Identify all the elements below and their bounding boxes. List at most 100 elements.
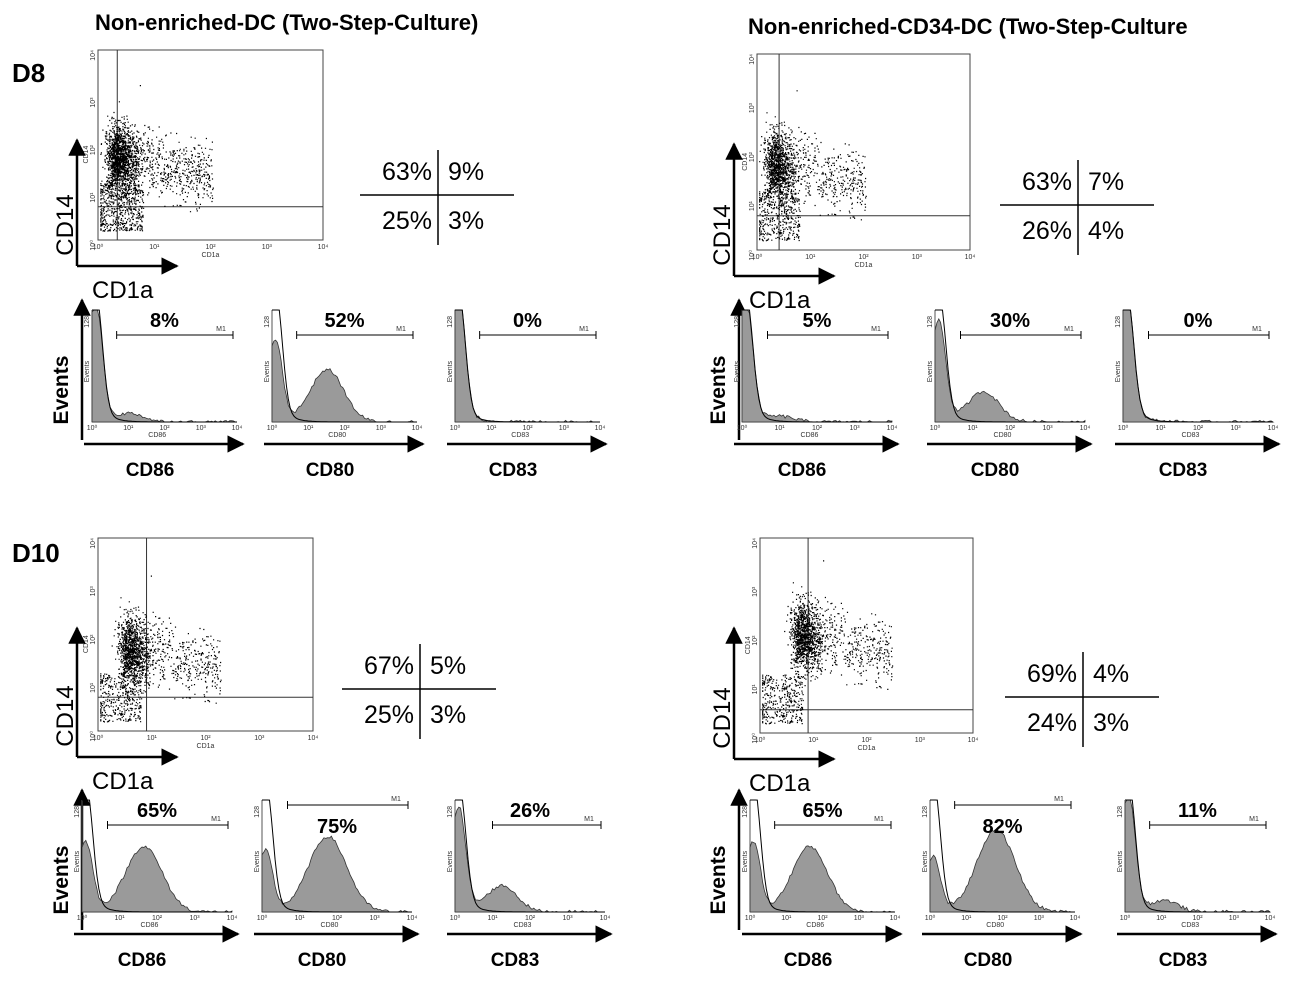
- scatter-points: [759, 90, 867, 242]
- histogram-cd80: 128 Events 10⁰ 10¹ 10² 10³ 10⁴ CD80 M1 82% CD80: [922, 796, 1083, 971]
- histogram-x-tick: 10⁴: [890, 915, 901, 922]
- histogram-isotype-outline: [750, 799, 895, 913]
- scatter-dots: [100, 575, 222, 723]
- scatter-y-tick: 10²: [90, 634, 97, 645]
- quadrant-upper-left: 63%: [382, 158, 432, 186]
- histogram-events-small: Events: [84, 360, 91, 382]
- histogram-x-tick: 10⁴: [600, 915, 611, 922]
- histogram-x-tick: 10⁰: [925, 914, 936, 922]
- scatter-x-axis-label: CD1a: [92, 277, 154, 304]
- histogram-x-tick: 10²: [1193, 425, 1204, 432]
- scatter-points: [762, 560, 894, 725]
- scatter-y-tick: 10⁴: [749, 54, 756, 65]
- histogram-x-tick: 10⁴: [227, 915, 238, 922]
- histogram-x-small-label: CD86: [806, 922, 824, 929]
- histogram-x-tick: 10²: [812, 425, 823, 432]
- histogram-x-tick: 10³: [849, 425, 860, 432]
- histogram-x-tick: 10²: [817, 915, 828, 922]
- histogram-x-tick: 10¹: [774, 425, 785, 432]
- histogram-isotype-outline: [1123, 309, 1273, 423]
- scatter-x-tick: 10¹: [808, 737, 819, 744]
- scatter-y-tick: 10⁴: [752, 538, 759, 549]
- histogram-x-tick: 10³: [1042, 425, 1053, 432]
- scatter-x-tick: 10²: [205, 244, 216, 251]
- scatter-x-tick: 10⁴: [318, 244, 329, 251]
- histogram-x-tick: 10⁴: [1265, 915, 1276, 922]
- histogram-x-tick: 10¹: [967, 425, 978, 432]
- histogram-cd83: 128 Events 10⁰ 10¹ 10² 10³ 10⁴ CD83 M1 0% CD83: [1115, 309, 1281, 481]
- histogram-y-max: 128: [734, 316, 741, 328]
- histogram-isotype-outline: [742, 309, 892, 423]
- quadrant-lower-right: 3%: [430, 701, 466, 729]
- histogram-stained-fill: [749, 841, 896, 913]
- histogram-percent: 52%: [324, 310, 364, 332]
- histogram-isotype-outline: [930, 799, 1075, 913]
- histogram-x-tick: 10¹: [486, 425, 497, 432]
- scatter-y-tick: 10²: [90, 144, 97, 155]
- scatter-y-tick: 10⁰: [748, 250, 756, 261]
- histogram-x-tick: 10³: [369, 915, 380, 922]
- events-axis-label: Events: [707, 846, 730, 915]
- scatter-x-tick: 10⁰: [752, 253, 763, 261]
- histogram-x-tick: 10⁴: [1080, 425, 1091, 432]
- histogram-events-small: Events: [447, 850, 454, 872]
- histogram-events-small: Events: [734, 360, 741, 382]
- histogram-stained-fill: [929, 829, 1075, 913]
- histogram-isotype-outline: [272, 309, 417, 423]
- histogram-x-tick: 10¹: [961, 915, 972, 922]
- histogram-y-max: 128: [927, 316, 934, 328]
- gate-m1-label: M1: [874, 816, 884, 823]
- histogram-percent: 0%: [1184, 310, 1213, 332]
- scatter-x-tick: 10²: [861, 737, 872, 744]
- scatter-x-small-label: CD1a: [202, 252, 220, 259]
- histogram-x-tick: 10⁰: [267, 424, 278, 432]
- day-label-d8: D8: [12, 58, 45, 88]
- scatter-dots: [100, 85, 214, 232]
- scatter-y-axis-label: CD14: [52, 194, 79, 255]
- scatter-y-tick: 10⁰: [751, 733, 759, 744]
- histogram-x-tick: 10³: [189, 915, 200, 922]
- histogram-events-small: Events: [1115, 360, 1122, 382]
- histogram-cd80: 128 Events 10⁰ 10¹ 10² 10³ 10⁴ CD80 M1 75% CD80: [254, 796, 420, 971]
- scatter-x-tick: 10⁰: [93, 243, 104, 251]
- histogram-x-tick: 10²: [1005, 425, 1016, 432]
- quadrant-lower-left: 26%: [1022, 217, 1072, 245]
- scatter-x-tick: 10³: [254, 735, 265, 742]
- scatter-x-axis-label: CD1a: [749, 287, 811, 314]
- gate-m1-label: M1: [211, 816, 221, 823]
- histogram-x-tick: 10³: [1034, 915, 1045, 922]
- histogram-x-tick: 10¹: [303, 425, 314, 432]
- histogram-percent: 8%: [150, 310, 179, 332]
- gate-m1-label: M1: [391, 796, 401, 803]
- quadrant-upper-right: 5%: [430, 652, 466, 680]
- histogram-y-max: 128: [742, 806, 749, 818]
- scatter-y-tick: 10²: [752, 635, 759, 646]
- histogram-y-max: 128: [922, 806, 929, 818]
- scatter-y-tick: 10³: [90, 586, 97, 597]
- histogram-x-tick: 10⁰: [745, 914, 756, 922]
- events-axis-label: Events: [50, 846, 73, 915]
- scatter-x-axis-label: CD1a: [92, 768, 154, 795]
- scatter-x-tick: 10³: [915, 737, 926, 744]
- marker-name: CD86: [778, 460, 827, 481]
- quadrant-lower-left: 25%: [382, 207, 432, 235]
- scatter-x-small-label: CD1a: [855, 262, 873, 269]
- scatter-y-small-label: CD14: [742, 153, 749, 171]
- histogram-x-tick: 10²: [997, 915, 1008, 922]
- histogram-percent: 26%: [510, 800, 550, 822]
- scatter-x-tick: 10⁴: [965, 254, 976, 261]
- histogram-x-small-label: CD83: [514, 922, 532, 929]
- histogram-percent: 0%: [513, 310, 542, 332]
- scatter-dots: [762, 560, 894, 725]
- events-axis-label: Events: [50, 356, 73, 425]
- scatter-frame: [97, 49, 324, 241]
- histogram-isotype-outline: [1125, 799, 1270, 913]
- histogram-y-max: 128: [1117, 806, 1124, 818]
- histogram-cd86: 128 Events 10⁰ 10¹ 10² 10³ 10⁴ CD86 M1 5% CD86: [734, 309, 900, 481]
- marker-name: CD80: [306, 460, 355, 481]
- histogram-x-tick: 10⁴: [412, 425, 423, 432]
- histogram-x-tick: 10³: [376, 425, 387, 432]
